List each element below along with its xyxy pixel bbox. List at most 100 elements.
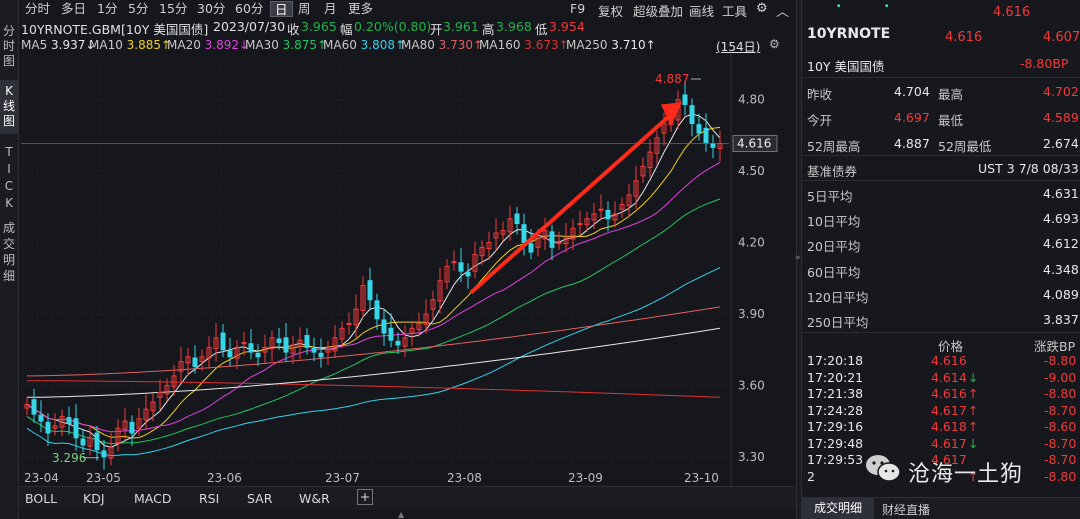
ma-line bbox=[27, 328, 720, 397]
tab-tick[interactable]: TICK bbox=[0, 142, 18, 212]
status-dot: • bbox=[884, 2, 889, 12]
quote-info-bar: 10YRNOTE.GBM[10Y 美国国债] 2023/07/30 收 3.96… bbox=[19, 18, 796, 36]
candle-body bbox=[102, 451, 106, 457]
stat-value: 4.887 bbox=[894, 136, 930, 151]
period-60min[interactable]: 60分 bbox=[233, 1, 265, 17]
tick-price: 4.618 bbox=[931, 419, 967, 434]
x-tick-label: 23-05 bbox=[86, 471, 121, 485]
period-day[interactable]: 日 bbox=[270, 1, 293, 17]
ma-value: 3.673↑ bbox=[524, 38, 568, 52]
period-multiday[interactable]: 多日 bbox=[59, 1, 88, 17]
stat-row: 昨收 4.704 最高 4.702 bbox=[802, 78, 1080, 104]
tick-price: 4.616 bbox=[931, 386, 967, 401]
add-indicator-button[interactable]: + bbox=[357, 489, 373, 505]
candle-body bbox=[284, 338, 288, 352]
x-tick-label: 23-06 bbox=[207, 471, 242, 485]
stat-label: 最低 bbox=[938, 110, 963, 129]
tab-deals[interactable]: 成交明细 bbox=[0, 218, 18, 286]
stat-label: 52周最高 bbox=[807, 136, 860, 155]
candle-body bbox=[522, 225, 526, 243]
period-bar: 分时 多日 1分 5分 15分 30分 60分 日 周 月 更多 F9 复权 超… bbox=[19, 0, 796, 18]
avg-label: 250日平均 bbox=[807, 312, 868, 331]
candle-body bbox=[305, 335, 309, 347]
tick-time: 17:29:53 bbox=[807, 452, 863, 467]
collapse-arrow-icon[interactable]: » bbox=[795, 253, 801, 263]
period-more[interactable]: 更多 bbox=[346, 1, 375, 17]
period-5min[interactable]: 5分 bbox=[126, 1, 150, 17]
stat-value: 4.702 bbox=[1043, 84, 1079, 99]
tick-price: 4.614 bbox=[931, 370, 967, 385]
candle-body bbox=[319, 353, 323, 357]
period-15min[interactable]: 15分 bbox=[157, 1, 189, 17]
period-fenshi[interactable]: 分时 bbox=[23, 1, 52, 17]
candle-body bbox=[683, 95, 687, 105]
ma-item: MA60 3.808↑ bbox=[323, 38, 405, 52]
indicator-boll[interactable]: BOLL bbox=[25, 491, 57, 506]
period-week[interactable]: 周 bbox=[296, 1, 313, 17]
tick-arrow-icon: ↓ bbox=[968, 370, 978, 385]
chart-grid bbox=[21, 64, 729, 464]
ma-item: MA80 3.730↑ bbox=[401, 38, 483, 52]
candle-body bbox=[704, 128, 708, 142]
tab-kline[interactable]: K线图 bbox=[0, 80, 18, 134]
candle-body bbox=[74, 419, 78, 438]
kline-chart[interactable]: 4.80 4.50 4.20 3.90 3.60 3.30 23-04 23-05 23-06… bbox=[19, 54, 796, 486]
period-1min[interactable]: 1分 bbox=[95, 1, 119, 17]
ma-item: MA160 3.673↑ bbox=[479, 38, 569, 52]
tick-price: 4.617 bbox=[931, 403, 967, 418]
tick-arrow-icon: ↓ bbox=[968, 436, 978, 451]
top-last-price: 4.616 bbox=[993, 5, 1030, 20]
indicator-wr[interactable]: W&R bbox=[299, 491, 330, 506]
f9-button[interactable]: F9 bbox=[570, 1, 585, 16]
indicator-macd[interactable]: MACD bbox=[134, 491, 171, 506]
gear-icon[interactable]: ⚙ bbox=[769, 37, 780, 51]
candle-body bbox=[228, 351, 232, 357]
tab-deal-details[interactable]: 成交明细 bbox=[802, 498, 874, 519]
y-tick-label: 4.20 bbox=[738, 236, 765, 250]
ma-legend-bar: MA5 3.937↓ MA10 3.885↑ MA20 3.892↓ MA30 … bbox=[19, 36, 796, 54]
candle-body bbox=[130, 422, 134, 433]
stat-row: 今开 4.697 最低 4.589 bbox=[802, 104, 1080, 130]
tab-timeshare-label: 分时图 bbox=[3, 24, 16, 69]
bench-value: UST 3 7/8 08/33 bbox=[978, 161, 1079, 176]
ma-label: MA160 bbox=[479, 38, 520, 52]
candle-body bbox=[557, 243, 561, 244]
expand-handle-icon[interactable]: ▲ bbox=[398, 510, 408, 519]
period-30min[interactable]: 30分 bbox=[195, 1, 227, 17]
avg-value: 4.631 bbox=[1043, 186, 1079, 201]
x-tick-label: 23-08 bbox=[447, 471, 482, 485]
quote-panel: • • 4.616 10YRNOTE 4.616 4.607 10Y 美国国债 … bbox=[802, 0, 1080, 519]
period-month[interactable]: 月 bbox=[322, 1, 339, 17]
tab-deals-label: 成交明细 bbox=[3, 220, 16, 284]
indicator-rsi[interactable]: RSI bbox=[199, 491, 219, 506]
ma-line bbox=[27, 127, 720, 438]
tab-live[interactable]: 财经直播 bbox=[882, 501, 930, 518]
tick-row: 17:29:16 4.618 ↑ -8.60 bbox=[802, 418, 1080, 434]
candle-body bbox=[347, 324, 351, 325]
tab-timeshare[interactable]: 分时图 bbox=[0, 20, 18, 72]
indicator-sar[interactable]: SAR bbox=[247, 491, 272, 506]
ma-value: 3.875↑ bbox=[283, 38, 327, 52]
x-tick-label: 23-07 bbox=[325, 471, 360, 485]
y-tick-label: 4.80 bbox=[738, 93, 765, 107]
avg-label: 20日平均 bbox=[807, 236, 860, 255]
avg-row: 20日平均 4.612 bbox=[802, 230, 1080, 256]
ma-label: MA60 bbox=[323, 38, 357, 52]
candle-body bbox=[550, 232, 554, 247]
candle-body bbox=[193, 358, 197, 366]
candle-body bbox=[711, 144, 715, 148]
avg-row: 60日平均 4.348 bbox=[802, 256, 1080, 282]
indicator-kdj[interactable]: KDJ bbox=[83, 491, 105, 506]
days-count-link[interactable]: (154日) bbox=[716, 38, 760, 55]
status-dot: • bbox=[836, 2, 841, 12]
settings-icon[interactable]: ⚙ bbox=[756, 1, 768, 16]
y-tick-label: 4.50 bbox=[738, 164, 765, 178]
candle-body bbox=[578, 224, 582, 225]
avg-label: 120日平均 bbox=[807, 287, 868, 306]
candle-body bbox=[221, 333, 225, 350]
tick-row: 17:21:38 4.616 ↑ -8.80 bbox=[802, 385, 1080, 401]
tick-change: -8.80 bbox=[1044, 386, 1076, 401]
kline-svg: 4.804.504.203.903.603.30 23-04 23-05 23-06… bbox=[19, 54, 796, 486]
ma-label: MA80 bbox=[401, 38, 435, 52]
